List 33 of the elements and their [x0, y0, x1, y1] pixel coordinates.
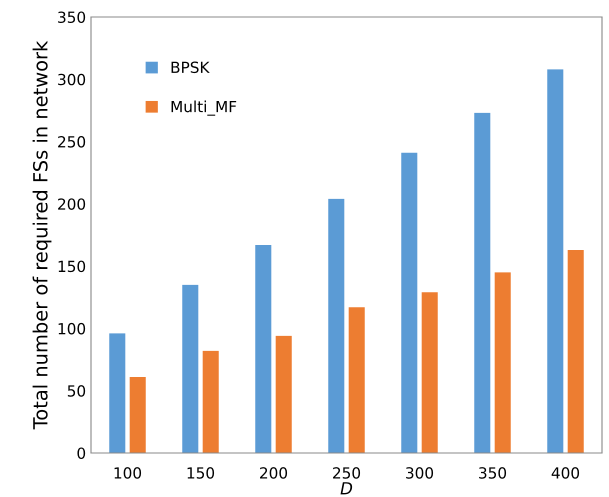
- y-tick-label: 250: [58, 136, 86, 148]
- x-tick-label: 300: [406, 467, 434, 479]
- x-tick-label: 350: [479, 467, 506, 479]
- bar: [328, 198, 344, 453]
- bar: [276, 336, 292, 453]
- bar: [494, 272, 511, 453]
- x-tick-label: 100: [114, 467, 142, 479]
- bar: [348, 307, 365, 453]
- bar: [422, 292, 438, 453]
- legend-label: BPSK: [172, 62, 210, 74]
- x-tick-label: 250: [333, 467, 360, 479]
- legend-label: Multi_MF: [172, 100, 236, 116]
- bar: [109, 333, 126, 453]
- bar: [474, 112, 490, 453]
- bar: [202, 350, 219, 453]
- y-tick-label: 350: [58, 11, 86, 24]
- y-tick-label: 100: [58, 322, 86, 334]
- y-tick-label: 300: [58, 74, 86, 86]
- x-tick-label: 200: [260, 467, 288, 479]
- bar: [255, 244, 272, 453]
- y-tick-label: 200: [58, 198, 86, 210]
- y-tick-label: 50: [68, 385, 86, 397]
- bar: [401, 152, 418, 453]
- bar: [182, 284, 198, 453]
- bar: [130, 377, 146, 453]
- y-tick-label: 150: [58, 260, 86, 272]
- bar: [568, 250, 584, 453]
- x-tick-label: 400: [552, 467, 580, 479]
- bar: [547, 69, 564, 453]
- x-axis-title: D: [340, 482, 352, 494]
- x-tick-label: 150: [188, 467, 214, 479]
- y-tick-label: 0: [77, 447, 86, 460]
- y-axis-title: Total number of required FSs in network: [32, 40, 52, 430]
